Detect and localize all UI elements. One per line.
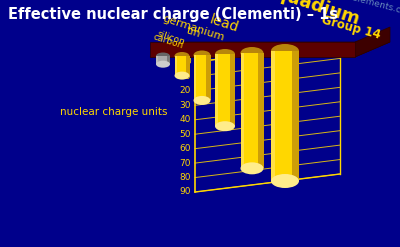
Polygon shape <box>355 27 390 57</box>
Polygon shape <box>215 54 218 126</box>
Polygon shape <box>166 56 170 64</box>
Polygon shape <box>150 42 355 57</box>
Polygon shape <box>292 51 299 181</box>
Ellipse shape <box>174 72 190 80</box>
Polygon shape <box>194 55 210 101</box>
Polygon shape <box>186 56 190 76</box>
Text: 40: 40 <box>180 115 191 124</box>
Text: 90: 90 <box>180 187 191 197</box>
Text: 70: 70 <box>180 159 191 168</box>
Ellipse shape <box>156 61 170 68</box>
Ellipse shape <box>194 96 210 105</box>
Text: Group 14: Group 14 <box>320 14 382 42</box>
Polygon shape <box>194 55 196 101</box>
Text: Effective nuclear charge (Clementi) – 1s: Effective nuclear charge (Clementi) – 1s <box>8 7 338 22</box>
Polygon shape <box>215 54 235 126</box>
Text: ununquadium: ununquadium <box>225 0 363 29</box>
Text: 60: 60 <box>180 144 191 153</box>
Polygon shape <box>174 56 190 76</box>
Polygon shape <box>258 53 264 168</box>
Ellipse shape <box>215 49 235 59</box>
Ellipse shape <box>156 53 170 60</box>
Ellipse shape <box>240 162 264 174</box>
Text: nuclear charge units: nuclear charge units <box>60 107 168 117</box>
Text: www.webelements.com: www.webelements.com <box>310 0 400 19</box>
Polygon shape <box>174 56 177 76</box>
Text: tin: tin <box>185 25 202 39</box>
Text: silicon: silicon <box>156 30 186 47</box>
Ellipse shape <box>271 44 299 58</box>
Text: carbon: carbon <box>152 33 184 51</box>
Polygon shape <box>271 51 275 181</box>
Ellipse shape <box>215 121 235 131</box>
Text: lead: lead <box>208 12 241 35</box>
Polygon shape <box>150 42 390 57</box>
Polygon shape <box>240 53 244 168</box>
Text: 30: 30 <box>180 101 191 110</box>
Text: germanium: germanium <box>161 14 225 43</box>
Polygon shape <box>206 55 210 101</box>
Text: 0: 0 <box>185 58 191 66</box>
Text: 10: 10 <box>180 72 191 81</box>
Text: 20: 20 <box>180 86 191 95</box>
Ellipse shape <box>174 52 190 60</box>
Polygon shape <box>156 56 170 64</box>
Polygon shape <box>271 51 299 181</box>
Text: 80: 80 <box>180 173 191 182</box>
Polygon shape <box>240 53 264 168</box>
Ellipse shape <box>194 50 210 60</box>
Polygon shape <box>156 56 158 64</box>
Polygon shape <box>230 54 235 126</box>
Text: 50: 50 <box>180 130 191 139</box>
Ellipse shape <box>271 174 299 188</box>
Ellipse shape <box>240 47 264 59</box>
